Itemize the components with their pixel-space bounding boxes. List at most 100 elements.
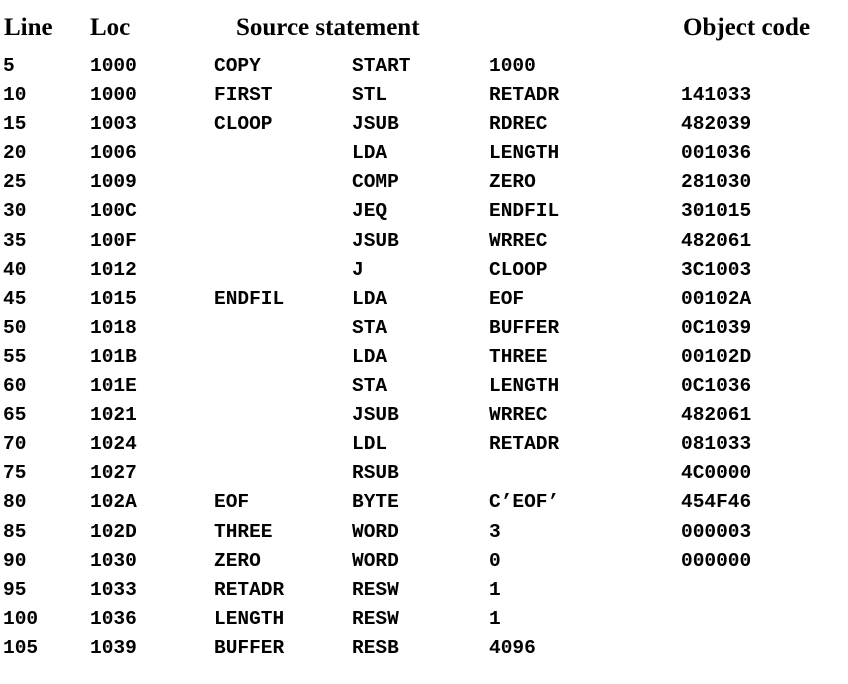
opcode-cell: START <box>352 55 411 77</box>
line-number-cell: 25 <box>3 171 27 194</box>
location-cell: 1006 <box>90 142 137 165</box>
table-row: 105 1039 BUFFER RESB 4096 <box>0 634 848 663</box>
opcode-cell: COMP <box>352 171 399 194</box>
operand-cell: WRREC <box>489 229 548 252</box>
opcode-cell: JSUB <box>352 229 399 252</box>
line-number-cell: 80 <box>3 491 27 514</box>
header-line: Line <box>4 14 53 41</box>
line-number-cell: 85 <box>3 520 27 543</box>
table-row: 75 1027 RSUB 4C0000 <box>0 459 848 488</box>
operand-cell: RDREC <box>489 113 548 136</box>
operand-cell: LENGTH <box>489 142 560 165</box>
object-code-cell: 3C1003 <box>681 258 752 281</box>
object-code-cell: 482061 <box>681 404 752 427</box>
operand-cell: THREE <box>489 345 548 368</box>
opcode-cell: JSUB <box>352 113 399 136</box>
operand-cell: BUFFER <box>489 316 560 339</box>
line-number-cell: 45 <box>3 287 27 310</box>
operand-cell: ENDFIL <box>489 200 560 223</box>
program-listing: 5 1000 COPY START 1000 10 1000 FIRST STL RETADR 14… <box>0 52 848 663</box>
line-number-cell: 70 <box>3 433 27 456</box>
line-number-cell: 100 <box>3 607 39 630</box>
line-number-cell: 60 <box>3 375 27 398</box>
label-cell: FIRST <box>214 84 273 107</box>
line-number-cell: 15 <box>3 113 27 136</box>
header-source-statement: Source statement <box>236 14 420 41</box>
table-row: 50 1018 STA BUFFER 0C1039 <box>0 314 848 343</box>
operand-cell: 4096 <box>489 636 536 659</box>
line-number-cell: 10 <box>3 84 27 107</box>
table-row: 40 1012 J CLOOP 3C1003 <box>0 256 848 285</box>
table-row: 25 1009 COMP ZERO 281030 <box>0 168 848 197</box>
object-code-cell: 482061 <box>681 229 752 252</box>
location-cell: 1021 <box>90 404 137 427</box>
table-row: 65 1021 JSUB WRREC 482061 <box>0 401 848 430</box>
line-number-cell: 30 <box>3 200 27 223</box>
location-cell: 1015 <box>90 287 137 310</box>
label-cell: EOF <box>214 491 250 514</box>
opcode-cell: STA <box>352 316 388 339</box>
object-code-cell: 281030 <box>681 171 752 194</box>
header-object-code: Object code <box>683 14 811 41</box>
object-code-cell: 000000 <box>681 549 752 572</box>
table-row: 90 1030 ZERO WORD 0 000000 <box>0 547 848 576</box>
object-code-cell: 301015 <box>681 200 752 223</box>
label-cell: ENDFIL <box>214 287 285 310</box>
line-number-cell: 40 <box>3 258 27 281</box>
operand-cell: 1 <box>489 607 501 630</box>
operand-cell: WRREC <box>489 404 548 427</box>
table-row: 100 1036 LENGTH RESW 1 <box>0 605 848 634</box>
table-row: 95 1033 RETADR RESW 1 <box>0 576 848 605</box>
line-number-cell: 50 <box>3 316 27 339</box>
location-cell: 1033 <box>90 578 137 601</box>
label-cell: COPY <box>214 55 261 77</box>
operand-cell: RETADR <box>489 84 560 107</box>
table-row: 15 1003 CLOOP JSUB RDREC 482039 <box>0 110 848 139</box>
operand-cell: EOF <box>489 287 525 310</box>
line-number-cell: 20 <box>3 142 27 165</box>
location-cell: 102D <box>90 520 137 543</box>
line-number-cell: 5 <box>3 55 15 77</box>
opcode-cell: STA <box>352 375 388 398</box>
table-row: 30 100C JEQ ENDFIL 301015 <box>0 197 848 226</box>
object-code-cell: 001036 <box>681 142 752 165</box>
location-cell: 1000 <box>90 55 137 77</box>
opcode-cell: STL <box>352 84 388 107</box>
line-number-cell: 90 <box>3 549 27 572</box>
opcode-cell: LDA <box>352 287 388 310</box>
object-code-cell: 081033 <box>681 433 752 456</box>
label-cell: BUFFER <box>214 636 285 659</box>
opcode-cell: JEQ <box>352 200 388 223</box>
location-cell: 1003 <box>90 113 137 136</box>
table-row: 60 101E STA LENGTH 0C1036 <box>0 372 848 401</box>
object-code-cell: 00102D <box>681 345 752 368</box>
opcode-cell: LDA <box>352 345 388 368</box>
operand-cell: C’EOF’ <box>489 491 560 514</box>
line-number-cell: 75 <box>3 462 27 485</box>
table-row: 20 1006 LDA LENGTH 001036 <box>0 139 848 168</box>
opcode-cell: WORD <box>352 520 399 543</box>
operand-cell: 0 <box>489 549 501 572</box>
line-number-cell: 55 <box>3 345 27 368</box>
location-cell: 1024 <box>90 433 137 456</box>
line-number-cell: 95 <box>3 578 27 601</box>
operand-cell: RETADR <box>489 433 560 456</box>
operand-cell: 1 <box>489 578 501 601</box>
location-cell: 1036 <box>90 607 137 630</box>
object-code-cell: 000003 <box>681 520 752 543</box>
table-row: 80 102A EOF BYTE C’EOF’ 454F46 <box>0 488 848 517</box>
location-cell: 1018 <box>90 316 137 339</box>
table-row: 70 1024 LDL RETADR 081033 <box>0 430 848 459</box>
line-number-cell: 35 <box>3 229 27 252</box>
label-cell: THREE <box>214 520 273 543</box>
table-row: 35 100F JSUB WRREC 482061 <box>0 227 848 256</box>
object-code-cell: 00102A <box>681 287 752 310</box>
table-row: 55 101B LDA THREE 00102D <box>0 343 848 372</box>
location-cell: 1030 <box>90 549 137 572</box>
label-cell: LENGTH <box>214 607 285 630</box>
location-cell: 1027 <box>90 462 137 485</box>
line-number-cell: 65 <box>3 404 27 427</box>
line-number-cell: 105 <box>3 636 39 659</box>
operand-cell: 1000 <box>489 55 536 77</box>
object-code-cell: 141033 <box>681 84 752 107</box>
